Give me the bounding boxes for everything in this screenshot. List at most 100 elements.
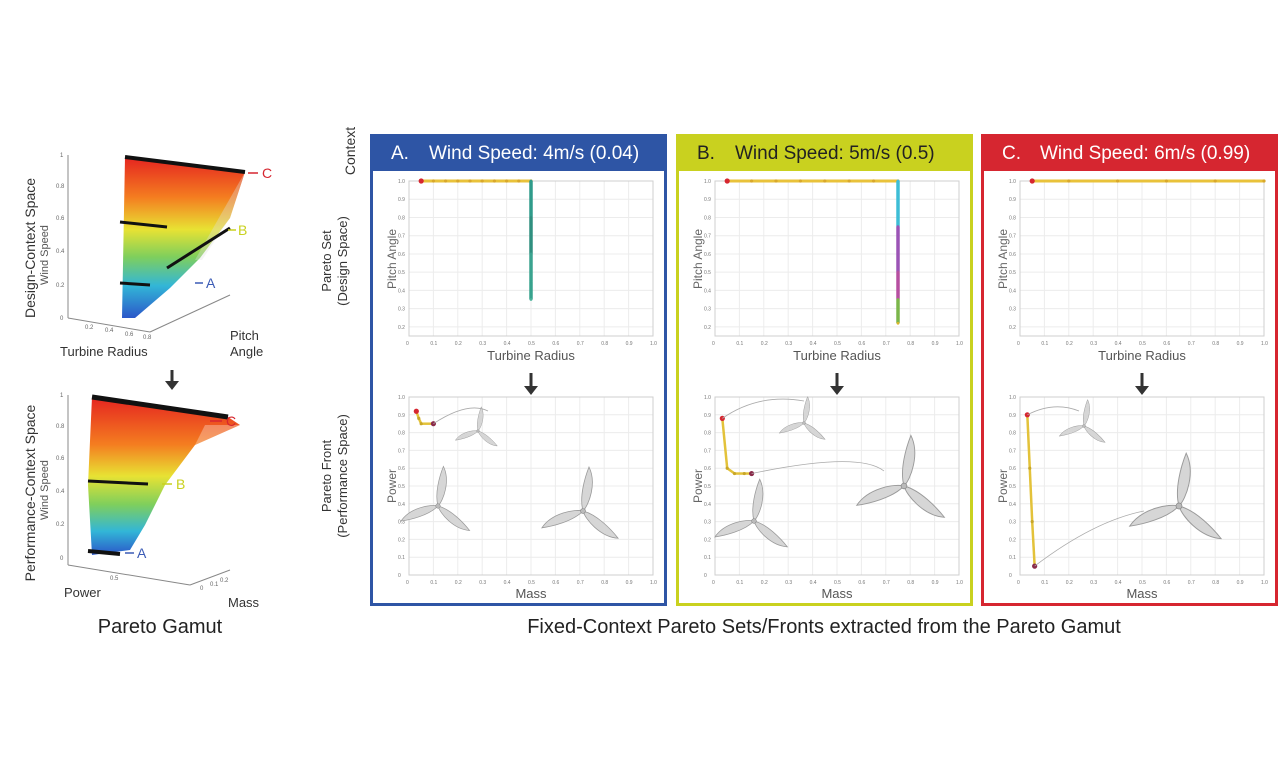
pareto-set-plot-b: 0 0.1 0.2 0.3 0.4 0.5 0.6 0.7 0.8 0.9 1.0 0.2 0.3 0.4… <box>691 178 963 363</box>
y-axis-label-line1: Pitch <box>230 328 259 343</box>
x-axis-label: Turbine Radius <box>60 344 148 359</box>
propeller-blade <box>1178 505 1223 540</box>
x-tick: 0.8 <box>601 341 608 347</box>
propeller-blade <box>1082 399 1090 427</box>
x-axis-label: Turbine Radius <box>487 348 575 363</box>
pareto-front-point <box>419 422 423 426</box>
pareto-set-point <box>896 225 900 228</box>
gamut-design-plot: 0 0.2 0.4 0.6 0.8 1 0.2 0.4 0.6 0.8 C B … <box>39 153 272 359</box>
x-tick: 0.3 <box>785 341 792 347</box>
x-tick: 0.6 <box>552 580 559 586</box>
y-axis-label: Power <box>996 469 1010 503</box>
marker-b: B <box>238 222 247 238</box>
z-axis-label: Wind Speed <box>39 225 51 285</box>
pareto-front-row-label: Pareto Front (Performance Space) <box>319 406 351 546</box>
x-tick: 0.4 <box>1115 341 1122 347</box>
pareto-set-point <box>529 252 533 256</box>
x-tick: 0.1 <box>430 341 437 347</box>
x-tick: 0.4 <box>1115 580 1122 586</box>
propeller-blade <box>714 520 755 538</box>
front-line-b <box>87 479 149 486</box>
propeller-hub <box>1082 424 1086 428</box>
propeller-hub <box>751 518 757 524</box>
y-tick: 0.5 <box>704 270 711 276</box>
pareto-front-point <box>1030 520 1034 524</box>
y-tick: 0.6 <box>1009 466 1016 472</box>
pareto-set-point <box>529 298 533 301</box>
pareto-set-endpoint <box>724 178 730 184</box>
propeller-blade <box>1176 452 1191 507</box>
x-tick: 0.1 <box>736 341 743 347</box>
x-tick: 0.6 <box>858 580 865 586</box>
x-tick: 0.9 <box>1237 341 1244 347</box>
z-tick: 0.8 <box>56 184 65 190</box>
x-tick: 0.5 <box>110 576 119 582</box>
pareto-set-point <box>823 179 827 183</box>
x-tick: 0.6 <box>858 341 865 347</box>
y-tick: 0.2 <box>220 578 229 584</box>
pareto-front-point <box>430 421 436 427</box>
y-tick: 1.0 <box>398 395 405 401</box>
panel-a-header: A. Wind Speed: 4m/s (0.04) <box>373 137 664 171</box>
x-tick: 0.4 <box>504 341 511 347</box>
y-tick: 0.1 <box>1009 555 1016 561</box>
gamut-performance-plot: 0 0.2 0.4 0.6 0.8 1 0.5 0 0.1 0.2 C B A … <box>39 393 260 610</box>
x-axis-label: Mass <box>821 586 853 601</box>
y-tick: 0.2 <box>704 325 711 331</box>
y-tick: 0.7 <box>398 234 405 240</box>
connector-line <box>433 407 489 425</box>
pareto-front-label-line2: (Performance Space) <box>335 414 350 538</box>
z-tick: 0.4 <box>56 489 65 495</box>
x-tick: 0.4 <box>810 341 817 347</box>
pareto-set-point <box>492 179 496 183</box>
marker-b: B <box>176 476 185 492</box>
propeller-hub <box>1175 502 1183 510</box>
y-tick: 0.3 <box>1009 307 1016 313</box>
y-tick: 0.7 <box>704 234 711 240</box>
x-tick: 0.2 <box>85 325 94 331</box>
pareto-set-point <box>444 179 448 183</box>
propeller-icon <box>778 396 826 440</box>
propeller-blade <box>1058 425 1085 437</box>
y-tick: 0.7 <box>704 448 711 454</box>
propeller-icon <box>400 465 471 531</box>
x-tick: 0.1 <box>430 580 437 586</box>
panel-c-header: C. Wind Speed: 6m/s (0.99) <box>984 137 1275 171</box>
x-tick: 1.0 <box>956 580 963 586</box>
pareto-set-point <box>529 216 533 219</box>
panel-title: Wind Speed: 5m/s (0.5) <box>735 143 935 164</box>
pareto-front-label-line1: Pareto Front <box>319 439 334 513</box>
x-tick: 0.4 <box>105 328 114 334</box>
down-arrow-head <box>830 386 844 395</box>
pareto-set-point <box>456 179 460 183</box>
x-axis-label: Power <box>64 585 102 600</box>
x-tick: 1.0 <box>650 580 657 586</box>
y-axis-label: Power <box>691 469 705 503</box>
y-tick: 0.9 <box>1009 197 1016 203</box>
pareto-set-row-label: Pareto Set (Design Space) <box>319 206 351 316</box>
plot-frame <box>714 396 960 576</box>
y-tick: 0.1 <box>210 582 219 588</box>
x-tick: 0.8 <box>143 335 152 341</box>
pareto-set-point <box>798 179 802 183</box>
y-tick: 0.8 <box>398 215 405 221</box>
gamut-surface-shade <box>195 172 245 260</box>
pareto-front-point <box>417 416 421 420</box>
propeller-icon <box>541 466 619 539</box>
x-tick: 0.2 <box>761 580 768 586</box>
propeller-hub <box>802 421 806 425</box>
pareto-set-endpoint <box>418 178 424 184</box>
x-tick: 0 <box>712 580 715 586</box>
y-tick: 0.5 <box>1009 270 1016 276</box>
y-tick: 0.9 <box>1009 413 1016 419</box>
y-tick: 0 <box>200 586 204 592</box>
pareto-set-plot-a: 0 0.1 0.2 0.3 0.4 0.5 0.6 0.7 0.8 0.9 1.0 0.2 0.3 0.4… <box>385 178 657 363</box>
y-tick: 1.0 <box>398 179 405 185</box>
x-tick: 0.3 <box>785 580 792 586</box>
y-tick: 0.8 <box>704 215 711 221</box>
connector-line <box>751 461 885 474</box>
front-line-a <box>87 549 121 556</box>
pareto-front-point <box>725 466 729 470</box>
x-tick: 0.9 <box>1237 580 1244 586</box>
pareto-set-point <box>1164 179 1168 183</box>
